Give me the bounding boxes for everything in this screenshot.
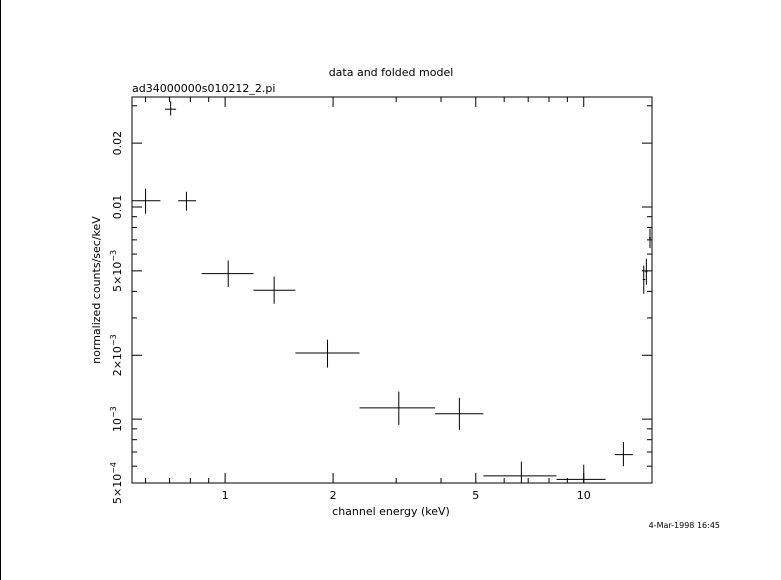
x-tick-label: 2 [330, 489, 337, 502]
y-tick-label: 0.02 [111, 131, 124, 156]
x-tick-label: 10 [577, 489, 591, 502]
y-axis-label: normalized counts/sec/keV [90, 216, 103, 364]
y-tick-label: 5×10−3 [109, 250, 124, 292]
data-point [178, 191, 197, 211]
y-tick-label-base: 0.01 [111, 195, 124, 220]
y-tick-label: 2×10−3 [109, 334, 124, 376]
data-point [645, 258, 648, 285]
y-tick-label: 5×10−4 [109, 462, 124, 504]
y-tick-label: 0.01 [111, 195, 124, 220]
y-tick-label-exponent: −3 [109, 406, 118, 418]
y-tick-label-exponent: −4 [109, 462, 118, 474]
y-tick-label-exponent: −3 [109, 334, 118, 346]
data-point [165, 101, 177, 116]
data-point [614, 442, 633, 467]
data-point [201, 260, 254, 287]
y-tick-label: 10−3 [109, 406, 124, 432]
window-left-border [0, 0, 1, 580]
y-tick-label-exponent: −3 [109, 250, 118, 262]
y-tick-label-base: 5×10 [111, 474, 124, 504]
chart-subtitle: ad34000000s010212_2.pi [132, 82, 275, 95]
y-axis-tick-labels: 5×10−410−32×10−35×10−30.010.02 [109, 131, 124, 504]
x-tick-label: 1 [222, 489, 229, 502]
data-point [132, 188, 161, 214]
x-tick-label: 5 [472, 489, 479, 502]
data-point [556, 464, 606, 483]
plot-timestamp: 4-Mar-1998 16:45 [649, 521, 720, 530]
data-point [483, 461, 557, 483]
x-axis-label: channel energy (keV) [332, 505, 450, 518]
axis-ticks [132, 97, 652, 484]
data-point [359, 391, 436, 425]
x-axis-tick-labels: 1 2 5 10 [222, 489, 591, 502]
data-point [642, 265, 646, 294]
chart-title: data and folded model [329, 66, 454, 79]
data-point [295, 339, 360, 368]
data-point [435, 397, 484, 430]
y-tick-label-base: 0.02 [111, 131, 124, 156]
data-point [648, 228, 651, 249]
y-tick-label-base: 10 [111, 418, 124, 432]
data-point [253, 276, 296, 304]
data-points [132, 101, 651, 483]
y-tick-label-base: 5×10 [111, 262, 124, 292]
y-tick-label-base: 2×10 [111, 346, 124, 376]
plot-frame [131, 96, 653, 484]
